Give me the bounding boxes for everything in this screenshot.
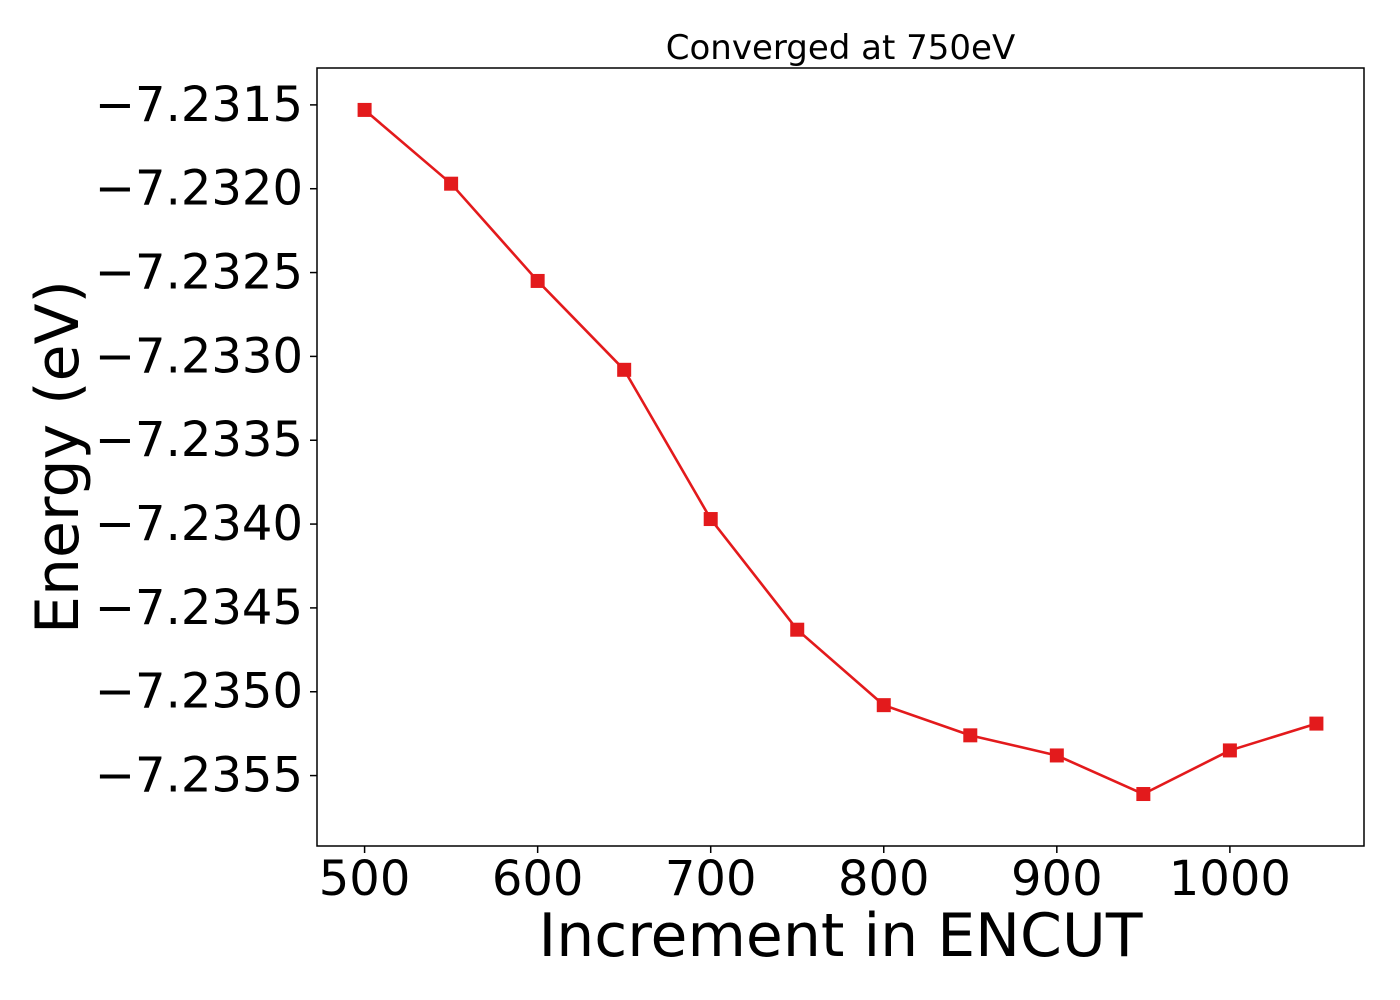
- x-tick-label: 900: [1011, 851, 1103, 907]
- y-tick-label: −7.2330: [95, 328, 303, 384]
- y-tick-label: −7.2320: [95, 161, 303, 217]
- y-tick-label: −7.2350: [95, 664, 303, 720]
- data-point: [1309, 716, 1324, 731]
- y-tick-label: −7.2335: [95, 412, 303, 468]
- x-tick-label: 500: [319, 851, 411, 907]
- plot-frame: [316, 67, 1365, 847]
- data-point: [357, 102, 372, 117]
- chart-title: Converged at 750eV: [666, 28, 1015, 68]
- data-point: [617, 362, 632, 377]
- data-point: [530, 273, 545, 288]
- plot-area: 500 600 700 800 900 1000 −7.2315 −7.2320 −7.2325…: [95, 67, 1365, 907]
- x-axis-label: Increment in ENCUT: [539, 901, 1143, 971]
- y-tick-label: −7.2325: [95, 245, 303, 301]
- y-tick-label: −7.2315: [95, 77, 303, 133]
- data-point: [1222, 743, 1237, 758]
- x-tick-label: 800: [838, 851, 930, 907]
- y-axis-label: Energy (eV): [23, 280, 93, 634]
- data-point: [876, 698, 891, 713]
- data-point: [963, 728, 978, 743]
- data-point: [1049, 748, 1064, 763]
- x-tick-label: 600: [492, 851, 584, 907]
- series-line: [363, 108, 1317, 796]
- data-point: [444, 176, 459, 191]
- x-tick-label: 700: [665, 851, 757, 907]
- data-point: [790, 622, 805, 637]
- x-tick-label: 1000: [1169, 851, 1291, 907]
- y-tick-label: −7.2355: [95, 748, 303, 804]
- y-tick-label: −7.2340: [95, 496, 303, 552]
- data-point: [1136, 787, 1151, 802]
- y-tick-label: −7.2345: [95, 580, 303, 636]
- data-point: [703, 512, 718, 527]
